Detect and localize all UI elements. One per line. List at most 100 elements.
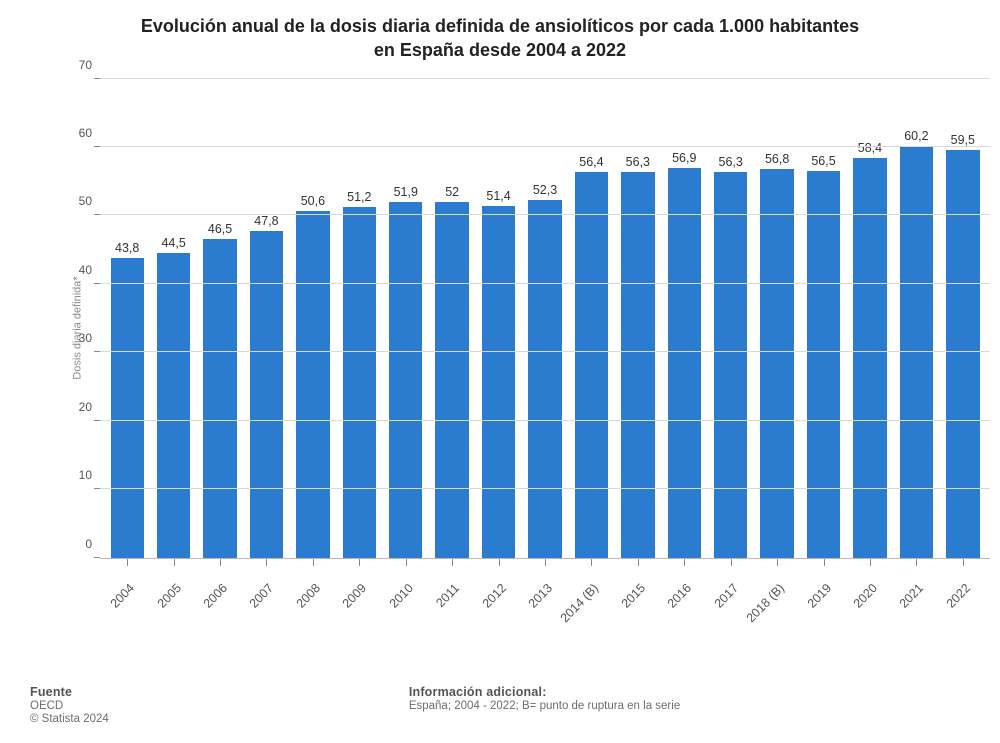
x-tick (127, 559, 128, 566)
y-tick-label: 40 (72, 263, 100, 277)
x-tick-label: 2011 (433, 581, 462, 610)
gridline (100, 78, 990, 79)
bar-slot: 50,6 (290, 79, 336, 558)
x-label-slot: 2005 (150, 577, 196, 667)
bar-value-label: 56,4 (579, 155, 603, 169)
chart-title-line1: Evolución anual de la dosis diaria defin… (141, 16, 859, 36)
bar-value-label: 56,5 (811, 154, 835, 168)
x-label-slot: 2022 (940, 577, 986, 667)
bar (482, 206, 515, 558)
y-tick (94, 78, 100, 79)
y-tick-label: 30 (72, 331, 100, 345)
x-tick (452, 559, 453, 566)
y-tick (94, 214, 100, 215)
bar (203, 239, 236, 557)
x-label-slot: 2021 (893, 577, 939, 667)
bar-value-label: 51,4 (486, 189, 510, 203)
bar-slot: 51,4 (475, 79, 521, 558)
bar-slot: 56,3 (615, 79, 661, 558)
x-tick (963, 559, 964, 566)
bar-value-label: 47,8 (254, 214, 278, 228)
x-label-slot: 2020 (847, 577, 893, 667)
bar (157, 253, 190, 558)
x-tick-label: 2019 (804, 581, 833, 611)
footer-source-label: Fuente (30, 685, 109, 699)
x-tick (359, 559, 360, 566)
bar-value-label: 44,5 (161, 236, 185, 250)
bar-slot: 56,9 (661, 79, 707, 558)
x-label-slot: 2006 (197, 577, 243, 667)
x-tick (591, 559, 592, 566)
gridline (100, 488, 990, 489)
chart-container: Evolución anual de la dosis diaria defin… (0, 0, 1000, 743)
x-label-slot: 2009 (336, 577, 382, 667)
x-label-slot: 2018 (B) (754, 577, 800, 667)
y-tick-label: 70 (72, 58, 100, 72)
x-tick-label: 2007 (247, 581, 276, 611)
x-tick-label: 2009 (340, 581, 369, 611)
x-tick (406, 559, 407, 566)
bar-value-label: 56,8 (765, 152, 789, 166)
bar-value-label: 56,9 (672, 151, 696, 165)
x-tick-label: 2013 (526, 581, 555, 611)
bar (807, 171, 840, 558)
bar-slot: 47,8 (243, 79, 289, 558)
x-tick-label: 2010 (386, 581, 415, 611)
x-tick-label: 2022 (943, 581, 972, 611)
y-tick (94, 557, 100, 558)
y-tick-label: 10 (72, 468, 100, 482)
x-tick-label: 2012 (479, 581, 508, 611)
y-tick-label: 50 (72, 194, 100, 208)
y-tick (94, 488, 100, 489)
gridline (100, 351, 990, 352)
y-axis-label: Dosis diaria definida* (72, 276, 84, 379)
bar-slot: 46,5 (197, 79, 243, 558)
bar-slot: 56,3 (707, 79, 753, 558)
bar (714, 172, 747, 557)
bar-value-label: 50,6 (301, 194, 325, 208)
bar (389, 202, 422, 557)
x-tick (313, 559, 314, 566)
bar (528, 200, 561, 558)
x-label-slot: 2019 (800, 577, 846, 667)
chart-area: Dosis diaria definida* 43,8 44,5 46,5 47,8 5… (70, 79, 990, 577)
x-label-slot: 2010 (383, 577, 429, 667)
x-tick-label: 2020 (851, 581, 880, 611)
x-tick (545, 559, 546, 566)
bar (621, 172, 654, 557)
bar-slot: 52 (429, 79, 475, 558)
x-label-slot: 2013 (522, 577, 568, 667)
chart-title: Evolución anual de la dosis diaria defin… (60, 14, 940, 63)
footer-info-column: Información adicional: España; 2004 - 20… (409, 685, 720, 725)
bar (946, 150, 979, 557)
x-label-slot: 2011 (429, 577, 475, 667)
x-tick-label: 2016 (665, 581, 694, 611)
bar-value-label: 46,5 (208, 222, 232, 236)
x-label-slot: 2012 (475, 577, 521, 667)
x-labels-group: 2004200520062007200820092010201120122013… (100, 577, 990, 667)
bar-slot: 58,4 (847, 79, 893, 558)
bar-value-label: 51,2 (347, 190, 371, 204)
bar-slot: 60,2 (893, 79, 939, 558)
x-label-slot: 2008 (290, 577, 336, 667)
bar (250, 231, 283, 558)
bar-slot: 52,3 (522, 79, 568, 558)
plot-area: 43,844,546,547,850,651,251,95251,452,356… (100, 79, 990, 559)
bar (435, 202, 468, 558)
x-tick-label: 2008 (294, 581, 323, 611)
x-tick (266, 559, 267, 566)
bar-value-label: 58,4 (858, 141, 882, 155)
bar-slot: 43,8 (104, 79, 150, 558)
gridline (100, 146, 990, 147)
x-tick (174, 559, 175, 566)
x-tick (777, 559, 778, 566)
x-tick (916, 559, 917, 566)
bar (296, 211, 329, 557)
x-tick (870, 559, 871, 566)
y-tick-label: 20 (72, 400, 100, 414)
bar (343, 207, 376, 557)
x-tick-label: 2015 (619, 581, 648, 611)
bar-value-label: 56,3 (626, 155, 650, 169)
bar (668, 168, 701, 557)
bar-value-label: 52,3 (533, 183, 557, 197)
